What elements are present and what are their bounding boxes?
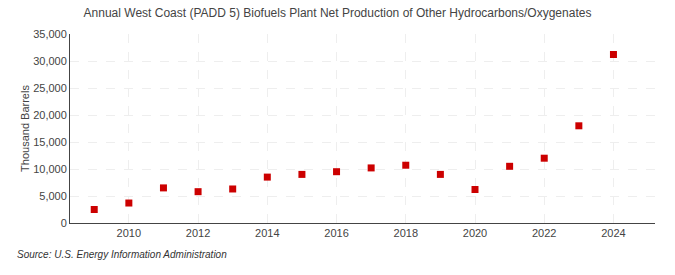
svg-text:Source: U.S. Energy Informatio: Source: U.S. Energy Information Administ… — [17, 249, 227, 260]
svg-text:15,000: 15,000 — [33, 136, 67, 148]
svg-text:2012: 2012 — [186, 227, 210, 239]
svg-text:2010: 2010 — [117, 227, 141, 239]
svg-text:2024: 2024 — [601, 227, 625, 239]
svg-text:2022: 2022 — [532, 227, 556, 239]
svg-text:2014: 2014 — [255, 227, 279, 239]
svg-text:35,000: 35,000 — [33, 28, 67, 40]
svg-text:5,000: 5,000 — [39, 190, 67, 202]
svg-text:25,000: 25,000 — [33, 82, 67, 94]
svg-text:20,000: 20,000 — [33, 109, 67, 121]
svg-text:10,000: 10,000 — [33, 163, 67, 175]
svg-text:2020: 2020 — [463, 227, 487, 239]
svg-text:Annual West Coast (PADD 5) Bio: Annual West Coast (PADD 5) Biofuels Plan… — [84, 6, 592, 20]
svg-text:0: 0 — [61, 217, 67, 229]
svg-text:30,000: 30,000 — [33, 55, 67, 67]
svg-text:2018: 2018 — [394, 227, 418, 239]
svg-text:Thousand Barrels: Thousand Barrels — [19, 85, 31, 172]
svg-text:2016: 2016 — [324, 227, 348, 239]
